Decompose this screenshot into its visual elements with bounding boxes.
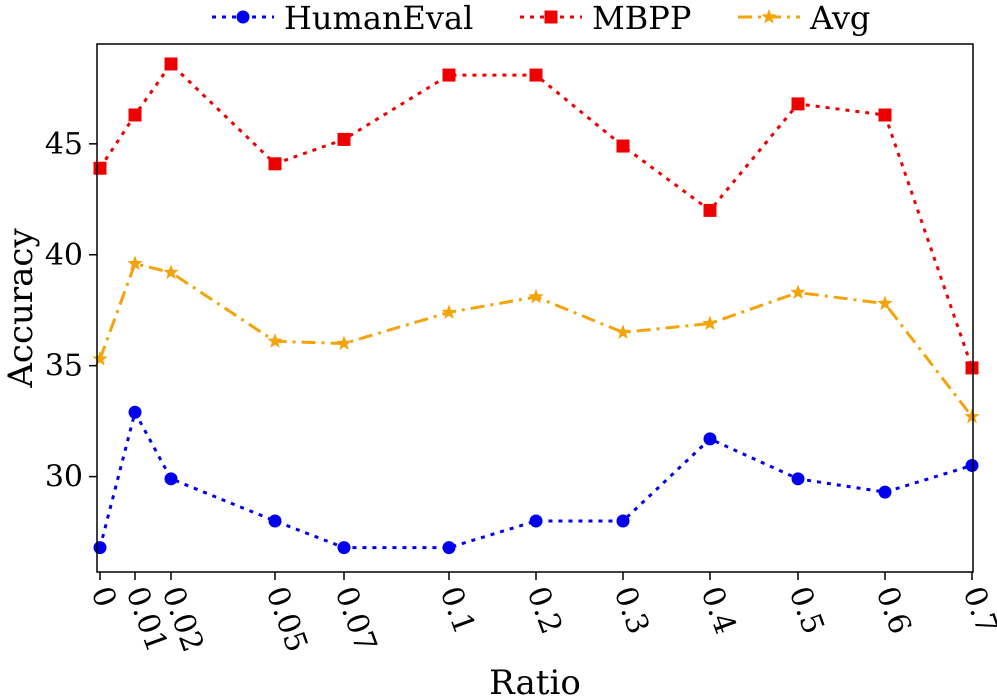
legend: HumanEval MBPP Avg — [212, 0, 870, 37]
data-point-mbpp — [442, 68, 456, 82]
legend-label-humaneval: HumanEval — [284, 0, 473, 37]
x-axis: 00.010.02 0.05 0.07 0.1 0.2 0.3 0.4 0.5 0.6 0.7 — [84, 572, 997, 657]
data-point-humaneval — [337, 541, 351, 555]
data-point-avg — [790, 284, 806, 299]
data-point-humaneval — [791, 472, 805, 486]
data-point-avg — [528, 288, 544, 304]
legend-marker-mbpp — [544, 10, 558, 24]
y-axis: 30 35 40 45 — [45, 127, 97, 495]
x-tick-label: 0 — [84, 582, 123, 612]
x-tick-label: 0.4 — [694, 582, 743, 639]
series-line-mbpp — [98, 61, 974, 369]
data-point-mbpp — [529, 68, 543, 82]
plot-frame — [96, 43, 974, 573]
legend-label-avg: Avg — [809, 0, 870, 37]
y-tick-label: 35 — [45, 349, 83, 384]
y-tick-label: 40 — [45, 238, 83, 273]
plot-lines — [98, 61, 974, 550]
y-tick-label: 30 — [45, 460, 83, 495]
data-point-mbpp — [337, 132, 351, 146]
data-point-humaneval — [442, 541, 456, 555]
x-axis-label: Ratio — [489, 663, 581, 699]
x-tick-label: 0.1 — [433, 582, 482, 639]
data-point-mbpp — [268, 157, 282, 171]
data-point-avg — [702, 315, 718, 330]
data-point-mbpp — [164, 57, 178, 71]
x-tick-label: 0.7 — [956, 582, 997, 639]
series-line-humaneval — [98, 408, 973, 550]
data-point-avg — [267, 333, 283, 348]
data-point-mbpp — [703, 203, 717, 217]
data-point-avg — [964, 408, 980, 424]
data-point-mbpp — [965, 361, 979, 375]
data-point-humaneval — [268, 514, 282, 528]
y-tick-label: 45 — [45, 127, 83, 162]
legend-label-mbpp: MBPP — [592, 0, 691, 37]
data-point-humaneval — [529, 514, 543, 528]
data-point-mbpp — [128, 108, 142, 122]
data-point-humaneval — [164, 472, 178, 486]
data-point-humaneval — [703, 432, 717, 446]
legend-marker-avg — [761, 9, 777, 24]
x-tick-label: 0.07 — [328, 582, 384, 657]
data-point-avg — [92, 351, 108, 366]
data-point-humaneval — [965, 459, 979, 473]
data-point-mbpp — [791, 97, 805, 111]
data-point-mbpp — [93, 161, 107, 175]
x-tick-label: 0.05 — [259, 582, 315, 657]
series-line-avg — [98, 261, 974, 418]
data-point-humaneval — [878, 485, 892, 499]
data-point-humaneval — [616, 514, 630, 528]
x-tick-label: 0.6 — [869, 582, 918, 639]
data-point-humaneval — [93, 541, 107, 555]
x-tick-label: 0.3 — [607, 582, 656, 639]
data-point-avg — [163, 264, 179, 279]
data-point-avg — [336, 335, 352, 350]
data-point-avg — [441, 304, 457, 319]
data-point-humaneval — [128, 405, 142, 419]
data-point-avg — [127, 255, 143, 271]
data-point-mbpp — [616, 139, 630, 153]
y-axis-label: Accuracy — [1, 228, 41, 389]
plot-markers — [92, 57, 980, 555]
legend-marker-humaneval — [236, 10, 250, 24]
data-point-avg — [877, 295, 893, 310]
x-tick-label: 0.2 — [520, 582, 569, 639]
x-tick-label: 0.5 — [782, 582, 831, 639]
data-point-avg — [615, 324, 631, 339]
data-point-mbpp — [878, 108, 892, 122]
